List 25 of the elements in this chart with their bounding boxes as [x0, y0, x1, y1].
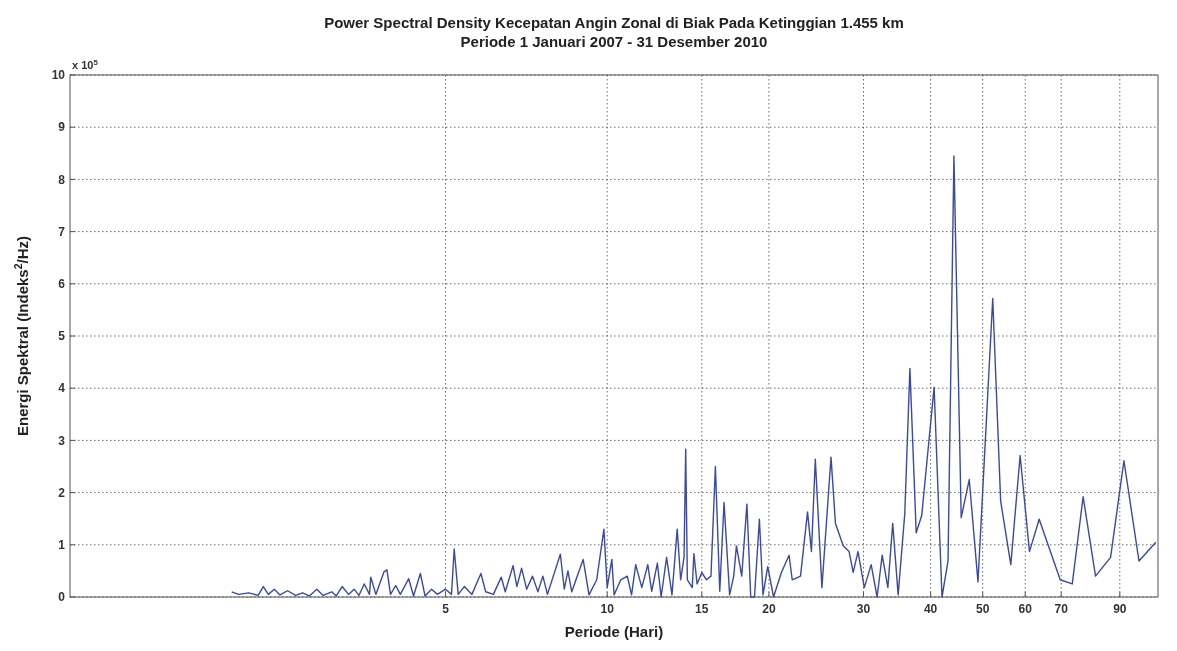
y-tick-label: 6 — [58, 277, 66, 291]
y-tick-label: 5 — [58, 329, 66, 344]
x-tick-label: 20 — [762, 602, 776, 616]
y-tick-label: 10 — [51, 68, 66, 83]
y-tick-label: 2 — [58, 485, 66, 500]
y-tick-label: 0 — [58, 590, 66, 605]
x-tick-label: 60 — [1018, 602, 1033, 616]
chart-subtitle: Periode 1 Januari 2007 - 31 Desember 2010 — [460, 33, 768, 50]
x-tick-label: 5 — [442, 602, 450, 616]
x-axis-title: Periode (Hari) — [564, 623, 664, 640]
x-tick-label: 90 — [1113, 602, 1127, 616]
y-tick-label: 3 — [58, 433, 66, 448]
y-tick-label: 4 — [58, 381, 66, 396]
x-tick-label: 30 — [856, 602, 871, 616]
y-tick-label: 8 — [58, 172, 66, 187]
x-tick-label: 15 — [695, 602, 709, 616]
x-tick-label: 50 — [976, 602, 990, 616]
x-tick-label: 40 — [923, 602, 938, 616]
y-tick-label: 7 — [58, 224, 66, 239]
chart-title: Power Spectral Density Kecepatan Angin Zonal di Biak Pada Ketinggian 1.455 km — [324, 14, 904, 31]
y-tick-label: 9 — [58, 120, 66, 135]
x-tick-label: 10 — [600, 602, 615, 616]
text: x 10$^{5}$ — [72, 57, 99, 71]
y-tick-label: 1 — [58, 538, 66, 552]
x-tick-label: 70 — [1054, 602, 1069, 616]
